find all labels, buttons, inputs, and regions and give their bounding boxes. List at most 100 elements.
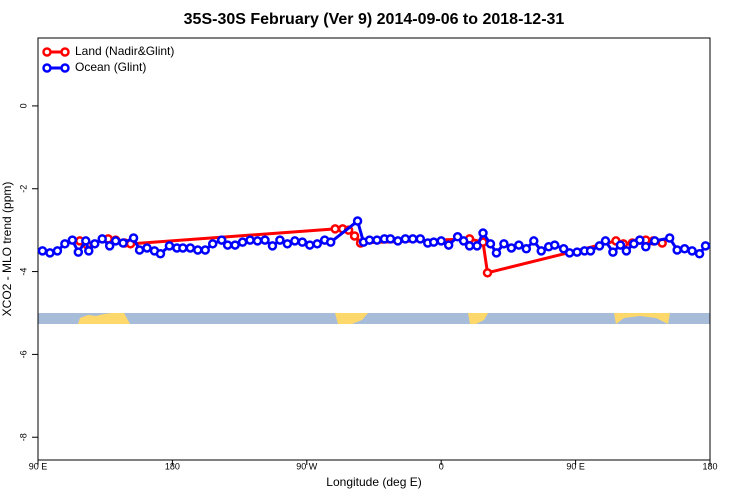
x-tick-label: 180 [165, 461, 180, 471]
data-point [458, 236, 469, 246]
data-point [529, 236, 539, 246]
y-tick-label: -6 [18, 350, 28, 358]
data-point [142, 243, 152, 253]
data-point [185, 243, 196, 253]
data-point [155, 249, 166, 259]
data-point [104, 241, 115, 251]
data-point [464, 241, 475, 251]
data-point [97, 234, 107, 244]
x-tick-label: 90 E [566, 461, 585, 471]
data-point [621, 246, 632, 256]
data-point [452, 232, 463, 242]
y-tick-label: -2 [18, 185, 28, 193]
data-point [325, 237, 336, 247]
data-point [178, 243, 188, 253]
land-map-strip [38, 313, 710, 324]
data-point [649, 236, 660, 246]
data-point [436, 236, 446, 246]
data-point [164, 241, 175, 251]
data-point [641, 241, 651, 252]
data-point [472, 241, 482, 251]
data-point [514, 240, 524, 250]
y-tick-label: -4 [18, 268, 28, 276]
data-point [664, 233, 675, 243]
data-point [110, 236, 121, 246]
legend-marker [60, 63, 70, 73]
data-point [134, 245, 145, 255]
y-tick-label: 0 [18, 103, 28, 108]
data-point [700, 241, 711, 251]
data-point [73, 247, 84, 257]
data-point [282, 239, 293, 249]
data-point [694, 249, 705, 259]
data-point [443, 240, 454, 250]
data-point [672, 245, 682, 255]
data-point [615, 240, 626, 250]
data-point [349, 231, 360, 241]
data-point [679, 244, 690, 254]
data-point [89, 239, 100, 249]
data-point [478, 228, 488, 238]
data-point [687, 246, 697, 256]
data-point [393, 236, 403, 246]
legend-label: Ocean (Glint) [75, 60, 146, 74]
data-point [297, 237, 308, 247]
x-axis-label: Longitude (deg E) [326, 475, 421, 489]
data-point [499, 239, 509, 249]
data-point [385, 234, 396, 244]
data-point [207, 239, 218, 249]
data-point [506, 243, 517, 253]
data-point [290, 236, 300, 246]
y-axis-label: XCO2 - MLO trend (ppm) [0, 182, 14, 317]
y-tick-label: -8 [18, 433, 28, 441]
data-point [267, 241, 278, 251]
data-point [312, 239, 323, 249]
data-point [260, 235, 270, 245]
data-point [67, 235, 78, 245]
data-point [428, 237, 439, 247]
data-point [600, 236, 611, 246]
data-point [193, 245, 203, 255]
x-tick-label: 90 W [296, 461, 318, 471]
data-point [608, 247, 618, 257]
data-point [60, 239, 70, 249]
data-point [81, 236, 91, 246]
legend-marker [42, 47, 52, 57]
legend-marker [42, 63, 52, 73]
data-point [84, 246, 94, 256]
data-point [200, 245, 211, 255]
data-point [485, 239, 496, 249]
x-tick-label: 180 [702, 461, 717, 471]
data-point [549, 240, 560, 250]
data-point [352, 216, 363, 226]
data-point [572, 247, 582, 257]
data-point [275, 235, 285, 245]
data-point [521, 244, 532, 254]
data-point [564, 248, 575, 258]
legend-marker [60, 47, 70, 57]
data-point [252, 236, 263, 246]
data-point [635, 235, 645, 245]
data-point [245, 235, 255, 245]
data-point [594, 241, 605, 251]
data-point [118, 238, 128, 248]
plot-frame [37, 37, 711, 461]
data-point [230, 240, 240, 250]
data-point [408, 234, 418, 244]
data-point [128, 233, 139, 243]
data-point [585, 246, 596, 256]
data-point [305, 240, 315, 250]
data-point [237, 237, 248, 247]
x-tick-label: 0 [439, 461, 444, 471]
data-point [330, 224, 340, 234]
legend-label: Land (Nadir&Glint) [75, 44, 174, 58]
data-point [216, 235, 227, 245]
data-point [372, 235, 382, 245]
data-point [558, 244, 569, 254]
data-point [364, 235, 375, 245]
data-point [415, 234, 426, 244]
chart-title: 35S-30S February (Ver 9) 2014-09-06 to 2… [184, 11, 565, 28]
data-point [37, 246, 48, 256]
data-point [536, 246, 547, 256]
